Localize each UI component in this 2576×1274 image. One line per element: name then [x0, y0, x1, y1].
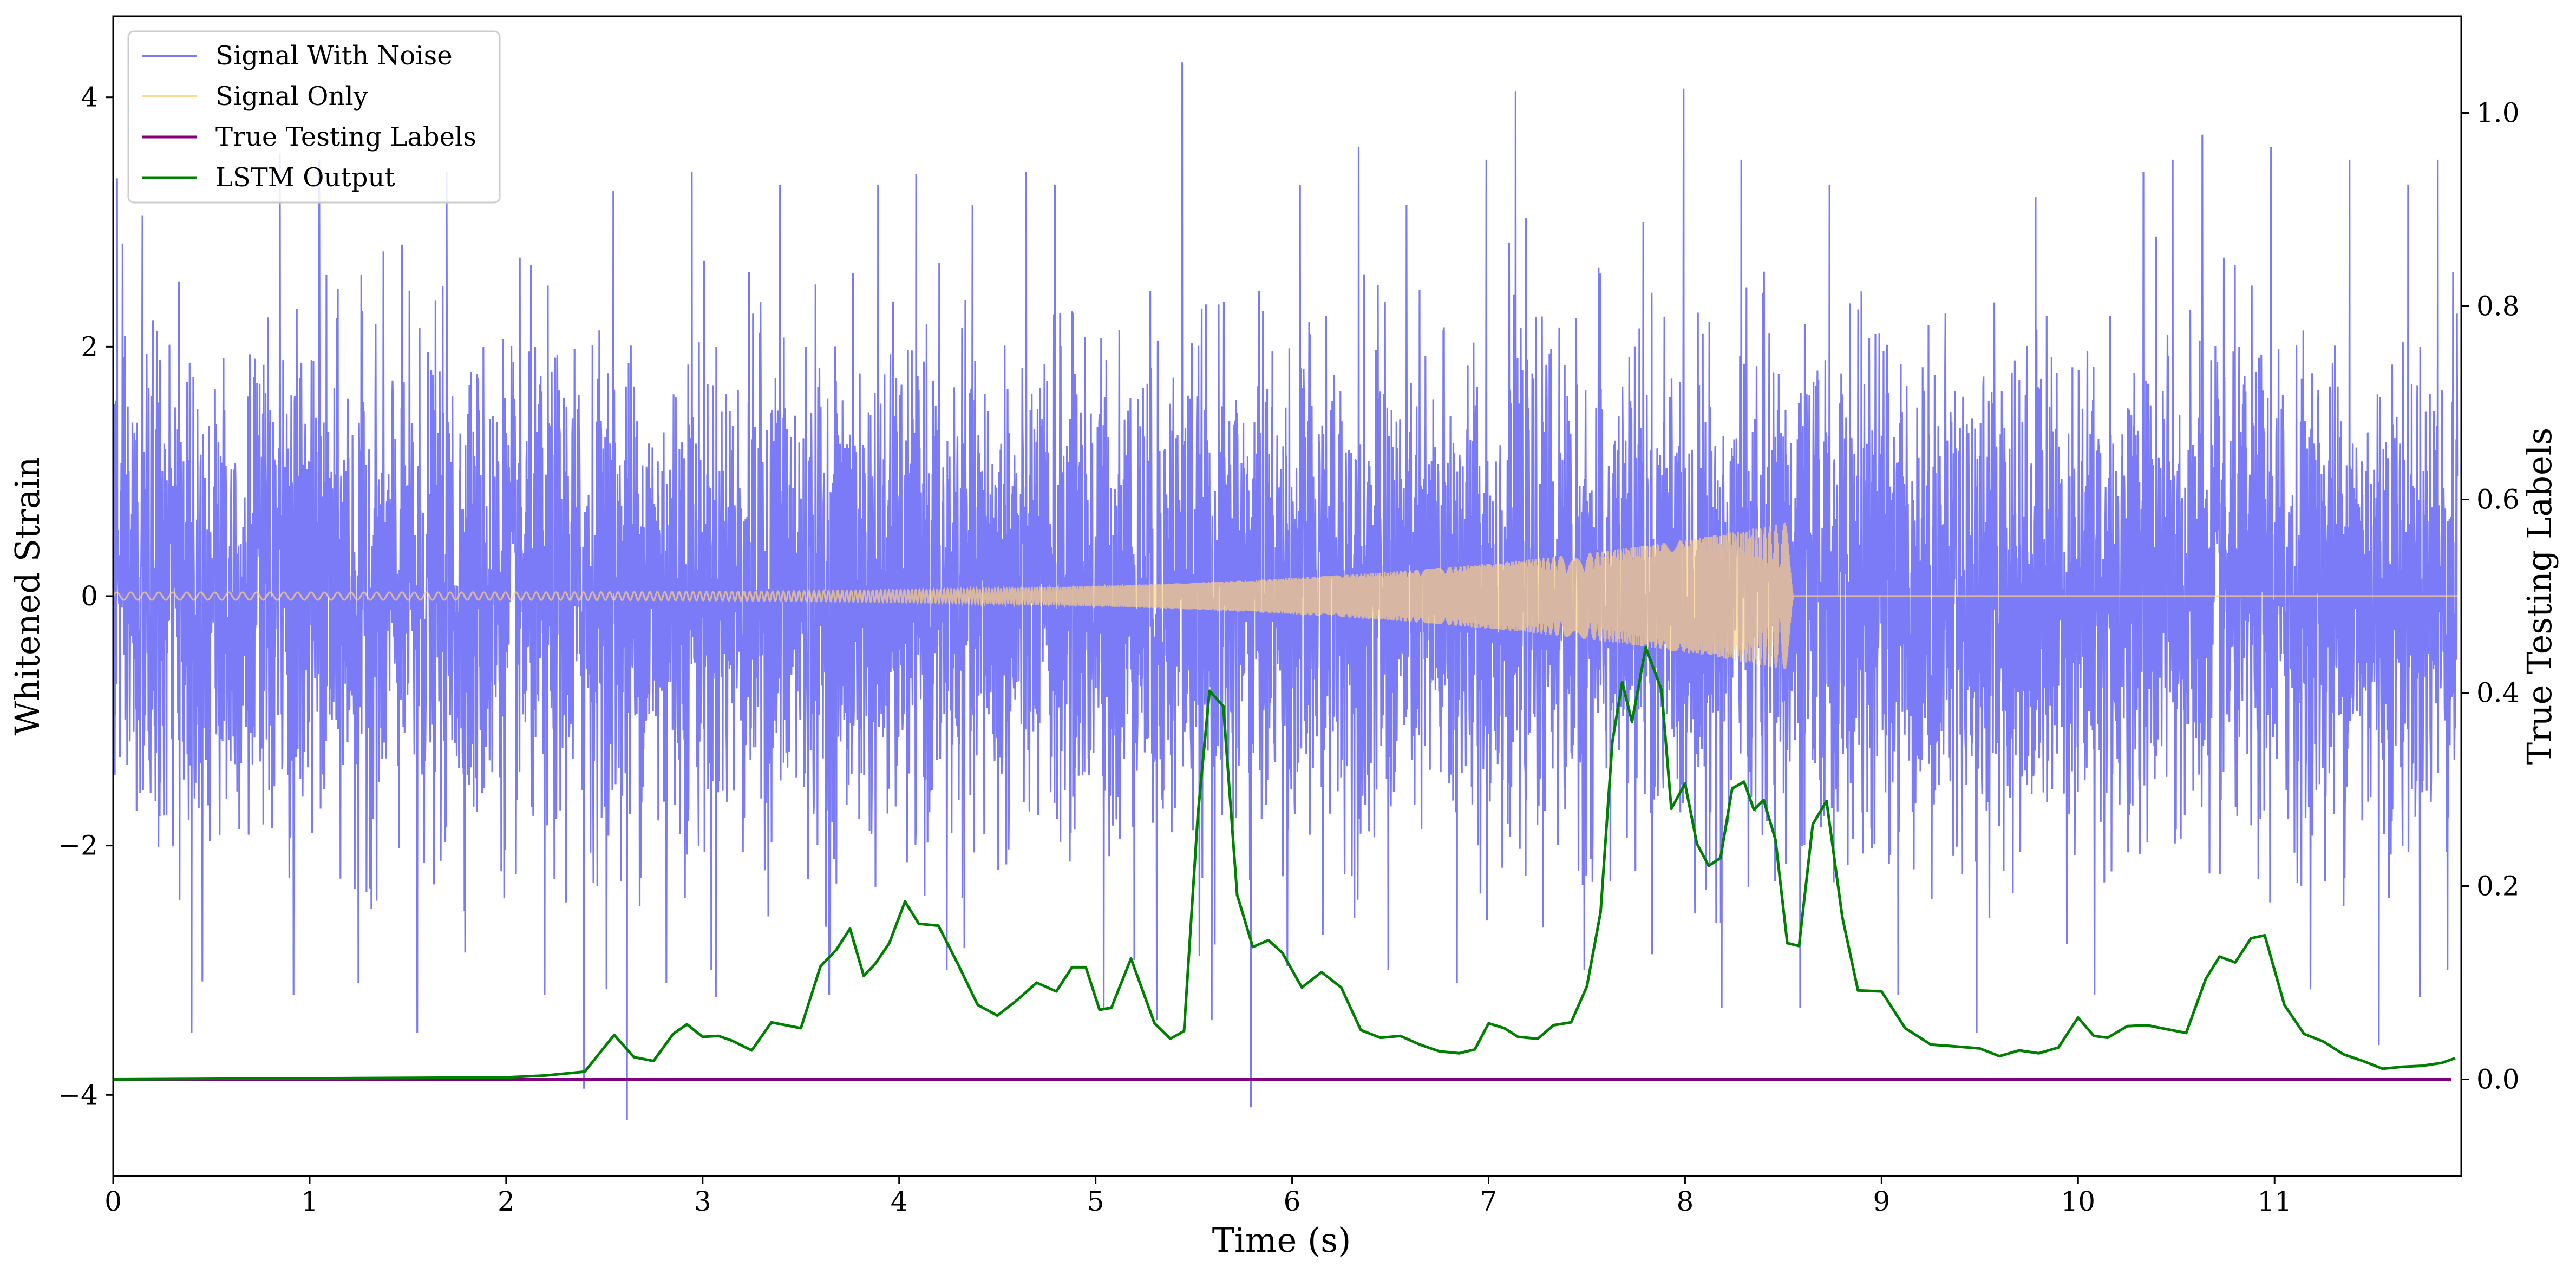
- right-tick-label: 1.0: [2476, 97, 2520, 129]
- series-line-signal-with-noise: [113, 62, 2459, 1120]
- x-tick-label: 3: [694, 1186, 711, 1217]
- left-tick-label: 4: [81, 82, 98, 113]
- left-tick-label: 2: [81, 331, 98, 362]
- left-tick-label: −4: [58, 1079, 98, 1110]
- x-axis-label: Time (s): [1212, 1220, 1351, 1260]
- x-tick-label: 8: [1677, 1186, 1694, 1217]
- x-tick-label: 1: [301, 1186, 318, 1217]
- right-tick-label: 0.8: [2476, 291, 2520, 322]
- x-tick-label: 2: [498, 1186, 515, 1217]
- x-tick-label: 7: [1480, 1186, 1498, 1217]
- right-tick-label: 0.4: [2476, 677, 2520, 709]
- legend: Signal With Noise Signal Only True Testing…: [127, 30, 501, 204]
- series-line-lstm-output: [113, 646, 2456, 1081]
- right-tick-label: 0.2: [2476, 871, 2520, 902]
- x-tick-label: 0: [104, 1186, 122, 1217]
- right-tick-label: 0.6: [2476, 484, 2520, 515]
- x-tick-label: 11: [2257, 1186, 2292, 1217]
- legend-label: LSTM Output: [215, 162, 395, 193]
- x-tick-label: 4: [891, 1186, 908, 1217]
- right-axis-label: True Testing Labels: [2520, 428, 2559, 765]
- left-tick-label: −2: [58, 830, 98, 861]
- legend-label: Signal With Noise: [215, 41, 453, 71]
- x-tick-label: 10: [2061, 1186, 2095, 1217]
- x-tick-label: 5: [1087, 1186, 1104, 1217]
- left-tick-label: 0: [81, 580, 98, 612]
- right-tick-label: 0.0: [2476, 1064, 2520, 1095]
- legend-label: Signal Only: [215, 81, 368, 112]
- x-tick-label: 9: [1873, 1186, 1890, 1217]
- x-tick-label: 6: [1284, 1186, 1301, 1217]
- legend-box: [127, 30, 501, 204]
- legend-label: True Testing Labels: [215, 122, 476, 152]
- left-axis-label: Whitened Strain: [8, 457, 47, 736]
- series-line-signal-only: [113, 522, 2457, 670]
